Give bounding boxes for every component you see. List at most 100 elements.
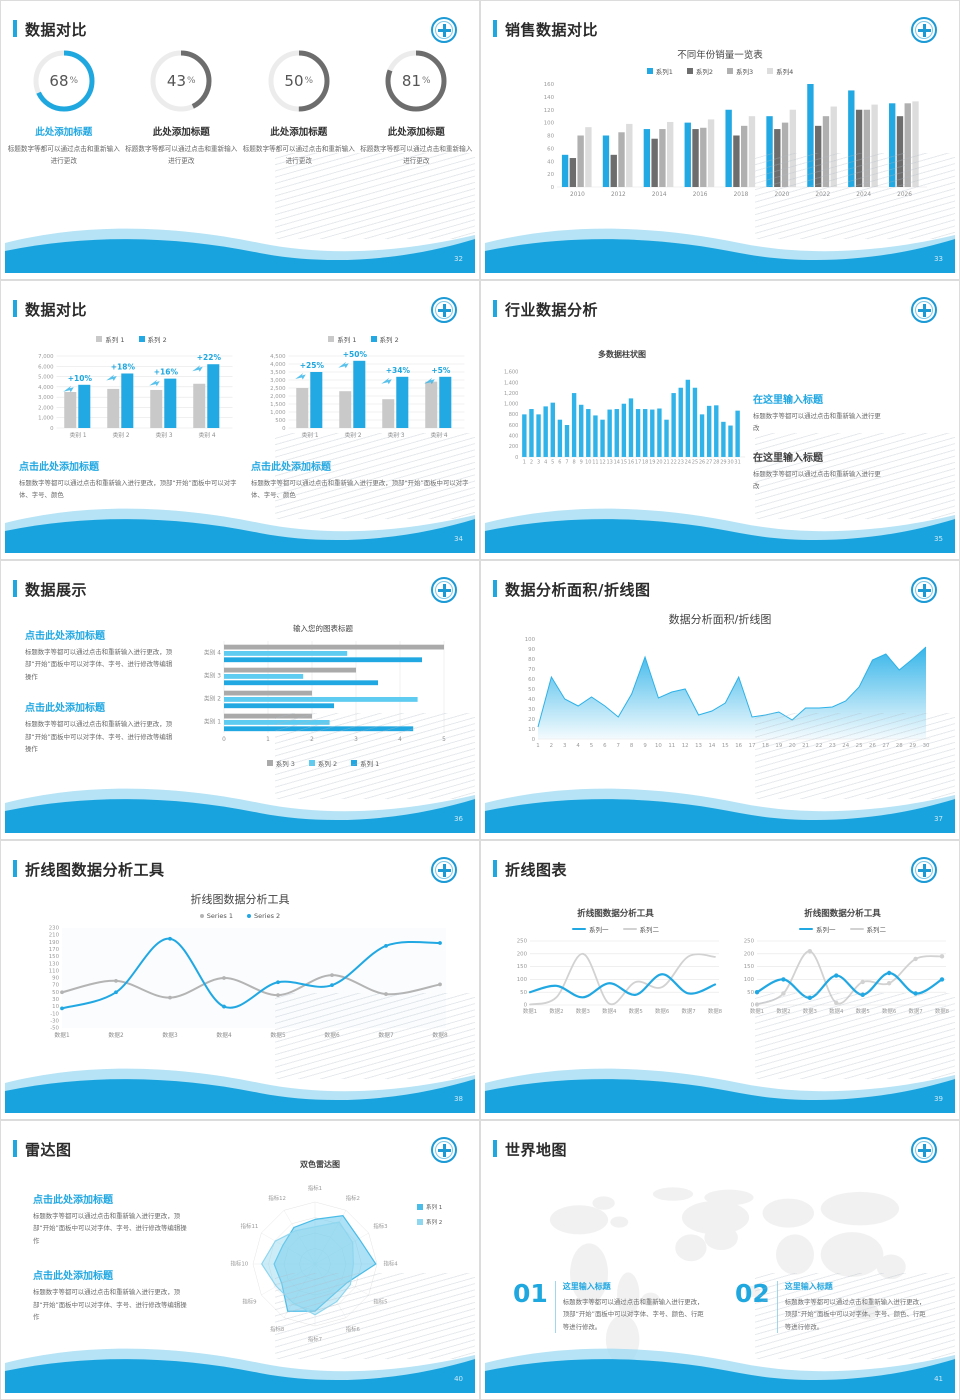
legend-label: 系列一 [589, 926, 609, 934]
slide-33[interactable]: 销售数据对比 33 不同年份销量一览表 系列1 系列2 系列3 系列4 0 20 40 60… [480, 0, 960, 280]
data-point [781, 991, 786, 996]
svg-text:1,200: 1,200 [504, 391, 518, 397]
svg-text:60: 60 [528, 677, 535, 683]
growth-annotation: +22% [197, 353, 222, 362]
bar [684, 122, 691, 187]
slide-36[interactable]: 数据展示 36 点击此处添加标题 标题数字等都可以通过点击和重新输入进行更改，顶部… [0, 560, 480, 840]
data-point [276, 980, 280, 985]
slide-37[interactable]: 数据分析面积/折线图 37 数据分析面积/折线图 010203040506070… [480, 560, 960, 840]
bar [728, 425, 733, 457]
legend-item: 系列 2 [138, 334, 167, 344]
svg-text:11: 11 [592, 459, 598, 465]
legend-item: Series 1 [199, 912, 233, 920]
svg-text:1,400: 1,400 [504, 380, 518, 386]
donut-value: 81% [401, 72, 431, 90]
svg-text:指标7: 指标7 [308, 1335, 322, 1343]
page-title: 折线图表 [505, 861, 568, 879]
svg-text:50: 50 [528, 687, 535, 693]
corner-hatch-decoration [755, 153, 955, 239]
block-heading: 点击此处添加标题 [33, 1271, 113, 1283]
svg-text:4,000: 4,000 [270, 362, 286, 368]
donut-card[interactable]: 68% 此处添加标题 标题数字等都可以通过点击和重新输入进行更改 [5, 47, 123, 167]
bar [871, 104, 878, 187]
donut-card[interactable]: 50% 此处添加标题 标题数字等都可以通过点击和重新输入进行更改 [240, 47, 358, 167]
svg-text:28: 28 [713, 459, 719, 465]
slide-34[interactable]: 数据对比 34 系列 1 系列 2 0 1,000 2,000 3,000 4,000 5,… [0, 280, 480, 560]
svg-text:200: 200 [509, 444, 519, 450]
slide-35[interactable]: 行业数据分析 35 多数据柱状图 02004006008001,0001,200… [480, 280, 960, 560]
bar [586, 409, 591, 457]
svg-text:10: 10 [655, 743, 662, 749]
svg-text:-50: -50 [50, 1026, 59, 1032]
svg-text:13: 13 [695, 743, 702, 749]
page-title: 行业数据分析 [505, 301, 599, 319]
svg-text:9: 9 [643, 743, 647, 749]
slide-41[interactable]: 世界地图 41 01 这里输入标题 标题数字等都可以通过点击和重新输入进行更改，… [480, 1120, 960, 1400]
data-point [168, 936, 172, 941]
svg-text:2014: 2014 [652, 192, 667, 198]
data-point [438, 982, 442, 987]
svg-text:2016: 2016 [693, 192, 708, 198]
numbered-item[interactable]: 02 这里输入标题 标题数字等都可以通过点击和重新输入进行更改，顶部“开始”面板… [735, 1279, 931, 1334]
bar [224, 703, 334, 709]
title-accent-bar [13, 1140, 17, 1157]
svg-text:指标12: 指标12 [268, 1194, 286, 1202]
slide-40[interactable]: 雷达图 40 点击此处添加标题 标题数字等都可以通过点击和重新输入进行更改，顶部“… [0, 1120, 480, 1400]
svg-text:类别 2: 类别 2 [112, 431, 129, 439]
svg-text:数据1: 数据1 [750, 1007, 764, 1015]
svg-text:类别 4: 类别 4 [204, 649, 221, 657]
item-number: 02 [735, 1279, 770, 1308]
svg-text:100: 100 [517, 977, 528, 983]
svg-text:4,000: 4,000 [38, 385, 54, 391]
page-number: 36 [454, 815, 463, 823]
bar [543, 406, 548, 457]
map-landmass [641, 1292, 660, 1306]
svg-text:90: 90 [528, 647, 535, 653]
svg-text:类别 3: 类别 3 [387, 431, 404, 439]
svg-text:数据3: 数据3 [803, 1007, 817, 1015]
svg-text:数据5: 数据5 [629, 1007, 643, 1015]
chart-title: 输入您的图表标题 [293, 624, 353, 633]
bar [618, 132, 625, 187]
svg-text:10: 10 [585, 459, 591, 465]
svg-text:200: 200 [744, 951, 755, 957]
legend-label: 系列 3 [276, 758, 295, 768]
series-line [755, 971, 944, 999]
bar [579, 404, 584, 457]
bar [107, 388, 120, 428]
corner-hatch-decoration [275, 153, 475, 239]
data-point [860, 979, 865, 985]
data-point [807, 949, 813, 954]
svg-text:5: 5 [590, 743, 593, 749]
legend-item: 系列 2 [370, 334, 399, 344]
title-accent-bar [493, 860, 497, 877]
svg-text:50: 50 [747, 990, 754, 996]
svg-text:14: 14 [709, 743, 716, 749]
sidebar-body: 标题数字等都可以通过点击和重新输入进行更改 [753, 468, 883, 493]
bar [310, 372, 323, 428]
slide-32[interactable]: 数据对比 32 68% 此处添加标题 标题数字等都可以通过点击和重新输入进行更改… [0, 0, 480, 280]
svg-text:31: 31 [734, 459, 740, 465]
bar [807, 84, 814, 187]
svg-text:20: 20 [789, 743, 796, 749]
numbered-item[interactable]: 01 这里输入标题 标题数字等都可以通过点击和重新输入进行更改，顶部“开始”面板… [513, 1281, 709, 1334]
slide-39[interactable]: 折线图表 39 折线图数据分析工具 系列一 系列二 0 50 100 150 200 250… [480, 840, 960, 1120]
block-heading: 点击此处添加标题 [19, 462, 99, 473]
svg-text:12: 12 [682, 743, 689, 749]
svg-text:18: 18 [642, 459, 648, 465]
legend-item: 系列 1 [96, 334, 125, 344]
svg-text:指标5: 指标5 [373, 1297, 387, 1305]
svg-text:1: 1 [536, 743, 539, 749]
svg-text:2010: 2010 [570, 192, 585, 198]
bar [855, 109, 863, 187]
donut-card[interactable]: 43% 此处添加标题 标题数字等都可以通过点击和重新输入进行更改 [123, 47, 241, 167]
page-title: 雷达图 [25, 1141, 72, 1159]
svg-text:2,000: 2,000 [38, 405, 54, 411]
bar [714, 405, 719, 457]
svg-text:数据7: 数据7 [681, 1007, 695, 1015]
bar [569, 158, 577, 187]
bar [642, 409, 648, 457]
donut-card[interactable]: 81% 此处添加标题 标题数字等都可以通过点击和重新输入进行更改 [358, 47, 476, 167]
growth-annotation: +25% [300, 361, 325, 370]
